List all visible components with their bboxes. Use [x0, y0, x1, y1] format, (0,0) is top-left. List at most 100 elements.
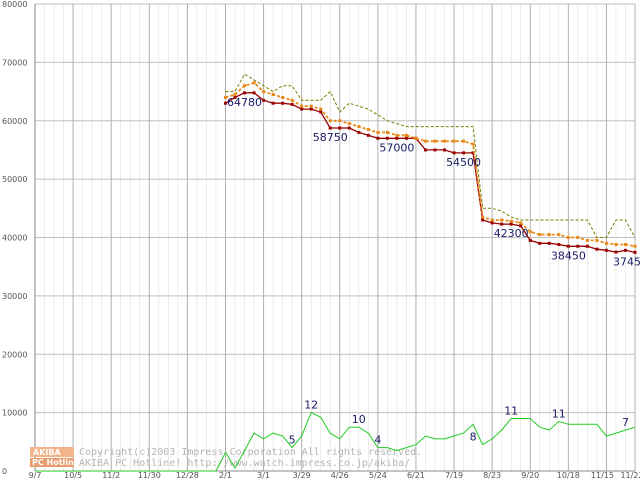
point-avg-price	[328, 119, 332, 123]
point-avg-price	[309, 104, 313, 108]
watermark-logo-top-bg	[30, 447, 74, 457]
data-label: 10	[352, 413, 366, 426]
point-avg-price	[252, 81, 256, 85]
y-tick-label: 10000	[2, 409, 27, 418]
point-avg-price	[233, 92, 237, 96]
point-min-price	[423, 148, 427, 152]
x-tick-label: 10/5	[64, 471, 82, 480]
point-min-price	[490, 221, 494, 225]
point-min-price	[509, 222, 513, 226]
point-avg-price	[366, 128, 370, 132]
point-min-price	[300, 107, 304, 111]
point-avg-price	[500, 218, 504, 222]
data-label: 7	[622, 416, 629, 429]
data-label: 64780	[227, 96, 262, 109]
point-min-price	[481, 218, 485, 222]
point-min-price	[281, 101, 285, 105]
point-avg-price	[462, 139, 466, 143]
point-avg-price	[490, 218, 494, 222]
data-label: 54500	[446, 156, 481, 169]
point-min-price	[404, 136, 408, 140]
y-tick-label: 50000	[2, 175, 27, 184]
y-axis-ticks: 0 10000 20000 30000 40000 50000 60000 70000 8000…	[2, 0, 27, 476]
watermark-logo-bottom-bg	[30, 458, 74, 467]
data-label: 5	[289, 434, 296, 447]
point-avg-price	[566, 236, 570, 239]
x-tick-label: 8/23	[483, 471, 501, 480]
watermark-copyright: Copyright(c)2003 Impress Corporation All…	[79, 447, 422, 458]
point-avg-price	[452, 139, 456, 143]
point-min-price	[547, 241, 551, 245]
point-min-price	[623, 248, 627, 252]
y-tick-label: 70000	[2, 58, 27, 67]
point-avg-price	[633, 244, 637, 248]
point-avg-price	[347, 122, 351, 126]
series-line-shop-count	[35, 411, 636, 472]
watermark-url: AKIBA PC Hotline! http://www.watch.impre…	[79, 458, 410, 469]
watermark-logo-bottom: PC Hotline!	[32, 458, 83, 467]
point-min-price	[233, 95, 237, 99]
point-avg-price	[319, 107, 323, 111]
point-min-price	[462, 151, 466, 155]
x-tick-label: 2/1	[219, 471, 232, 480]
point-avg-price	[528, 230, 532, 234]
x-tick-label: 9/7	[29, 471, 42, 480]
point-min-price	[338, 126, 342, 130]
point-min-price	[557, 243, 561, 247]
x-tick-label: 11/15	[591, 471, 614, 480]
series-line-max-price	[225, 73, 636, 238]
point-min-price	[376, 136, 380, 140]
y-tick-label: 30000	[2, 292, 27, 301]
point-min-price	[366, 133, 370, 137]
point-min-price	[223, 101, 227, 105]
point-avg-price	[614, 243, 618, 247]
point-avg-price	[423, 139, 427, 143]
data-label: 4	[374, 434, 381, 447]
point-min-price	[528, 238, 532, 242]
point-min-price	[519, 224, 523, 228]
data-label: 58750	[313, 131, 348, 144]
point-avg-price	[471, 142, 475, 146]
point-avg-price	[385, 130, 389, 134]
x-tick-label: 9/20	[521, 471, 539, 480]
point-avg-price	[395, 133, 399, 137]
point-min-price	[538, 241, 542, 245]
point-min-price	[614, 250, 618, 254]
x-tick-label: 11/2	[102, 471, 120, 480]
point-avg-price	[404, 133, 408, 137]
point-avg-price	[623, 243, 627, 247]
point-min-price	[576, 244, 580, 248]
point-avg-price	[357, 125, 361, 129]
point-min-price	[319, 110, 323, 114]
point-avg-price	[376, 130, 380, 134]
point-avg-price	[547, 233, 551, 237]
point-avg-price	[414, 136, 418, 140]
data-label: 11	[552, 407, 566, 420]
point-avg-price	[262, 90, 266, 94]
data-labels: 64780 58750 57000 54500 42300 38450 37450 12 10 5…	[227, 96, 640, 447]
data-label: 37450	[613, 255, 640, 268]
point-min-price	[309, 107, 313, 111]
point-avg-price	[538, 233, 542, 237]
point-avg-price	[604, 241, 608, 245]
watermark: AKIBA PC Hotline! Copyright(c)2003 Impre…	[30, 447, 422, 469]
x-tick-label: 10/18	[557, 471, 580, 480]
point-avg-price	[519, 221, 523, 225]
x-tick-label: 5/24	[369, 471, 387, 480]
watermark-logo-top: AKIBA	[33, 448, 61, 457]
point-min-price	[595, 247, 599, 251]
point-min-price	[566, 244, 570, 248]
point-avg-price	[509, 219, 513, 223]
x-tick-label: 12/28	[176, 471, 199, 480]
point-min-price	[452, 151, 456, 155]
point-min-price	[347, 126, 351, 130]
point-avg-price	[223, 95, 227, 99]
y-tick-label: 0	[2, 467, 7, 476]
point-min-price	[443, 148, 447, 152]
point-min-price	[385, 136, 389, 140]
point-avg-price	[300, 104, 304, 108]
y-tick-label: 20000	[2, 350, 27, 359]
point-avg-price	[595, 238, 599, 242]
x-tick-label: 11/30	[138, 471, 161, 480]
